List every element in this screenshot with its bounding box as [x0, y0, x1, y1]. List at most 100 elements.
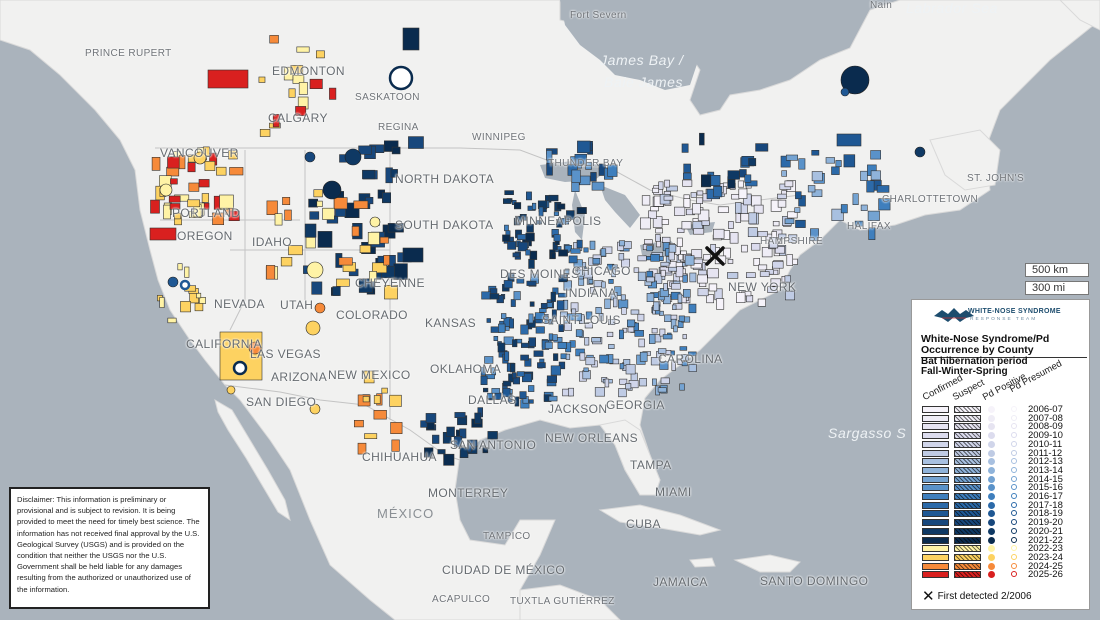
county-polygon	[591, 181, 605, 191]
county-polygon	[589, 240, 596, 250]
county-polygon	[187, 162, 196, 173]
county-polygon	[568, 387, 574, 397]
county-polygon	[696, 197, 704, 205]
county-polygon	[546, 302, 553, 308]
county-polygon	[486, 318, 491, 323]
county-polygon	[612, 297, 618, 308]
county-polygon	[265, 265, 276, 280]
county-polygon	[528, 385, 535, 392]
city-label: NEW YORK	[728, 280, 797, 294]
county-polygon	[525, 249, 531, 256]
pd-circle	[388, 65, 414, 91]
county-polygon	[690, 263, 702, 269]
legend-swatch-confirmed	[922, 432, 949, 440]
county-polygon	[556, 203, 566, 210]
county-polygon	[618, 253, 625, 261]
county-polygon	[770, 278, 781, 287]
legend-dot-pd-positive	[988, 449, 995, 457]
county-polygon	[576, 207, 587, 214]
county-polygon	[727, 258, 734, 264]
county-polygon	[727, 170, 740, 180]
county-polygon	[526, 223, 534, 233]
county-polygon	[654, 273, 663, 284]
city-label: INDIANA	[565, 286, 617, 300]
county-polygon	[212, 212, 224, 225]
county-polygon	[781, 170, 788, 177]
county-polygon	[163, 204, 171, 220]
legend-swatch-confirmed	[922, 458, 949, 466]
county-polygon	[507, 241, 517, 250]
city-label: SAN ANTONIO	[450, 438, 537, 452]
county-polygon	[353, 419, 364, 428]
county-polygon	[402, 247, 424, 263]
county-polygon	[391, 146, 401, 155]
county-polygon	[840, 204, 848, 214]
county-polygon	[228, 210, 240, 221]
legend-dot-pd-positive	[988, 440, 995, 448]
county-polygon	[843, 154, 856, 168]
legend-swatch-suspect	[954, 536, 981, 544]
county-polygon	[199, 296, 206, 304]
county-polygon	[358, 278, 374, 293]
county-polygon	[557, 341, 567, 349]
county-polygon	[539, 308, 547, 313]
legend-ring-pd-presumed	[1011, 414, 1017, 421]
county-polygon	[381, 192, 391, 204]
county-polygon	[453, 435, 463, 448]
county-polygon	[504, 351, 510, 361]
county-polygon	[362, 396, 370, 403]
logo-text: WHITE-NOSE SYNDROME	[968, 308, 1061, 315]
county-polygon	[751, 195, 762, 207]
legend-dot-pd-positive	[988, 458, 995, 466]
county-polygon	[604, 298, 611, 309]
city-label: Nain	[870, 0, 893, 11]
legend-dot-pd-positive	[988, 545, 995, 553]
city-label: JAMAICA	[653, 575, 708, 589]
county-polygon	[544, 313, 549, 324]
legend-dot-pd-positive	[988, 414, 995, 422]
legend-period-label: 2017-18	[1028, 499, 1063, 511]
county-polygon	[745, 295, 754, 303]
county-polygon	[353, 200, 369, 209]
pd-circle	[248, 341, 262, 355]
city-label: REGINA	[378, 122, 419, 133]
legend-period-label: 2018-19	[1028, 508, 1063, 520]
county-polygon	[618, 299, 629, 309]
legend-swatch-confirmed	[922, 510, 949, 518]
county-polygon	[533, 350, 544, 357]
county-polygon	[358, 145, 372, 155]
county-polygon	[662, 334, 673, 340]
county-polygon	[637, 313, 645, 322]
legend-swatch-suspect	[954, 484, 981, 492]
county-polygon	[269, 35, 279, 44]
county-polygon	[548, 194, 559, 202]
county-polygon	[747, 227, 758, 238]
county-polygon	[619, 378, 628, 385]
legend-period-label: 2021-22	[1028, 534, 1063, 546]
county-polygon	[169, 203, 181, 210]
legend-dot-pd-positive	[988, 466, 995, 474]
county-polygon	[860, 170, 868, 181]
county-polygon	[516, 278, 525, 284]
county-polygon	[553, 211, 560, 217]
city-label: UTAH	[280, 298, 314, 312]
county-polygon	[646, 245, 654, 252]
county-polygon	[544, 341, 553, 350]
legend-swatch-suspect	[954, 527, 981, 535]
county-polygon	[835, 160, 842, 167]
county-polygon	[697, 209, 710, 222]
county-polygon	[526, 280, 537, 286]
legend-panel: WHITE-NOSE SYNDROME RESPONSE TEAM White-…	[911, 299, 1090, 610]
county-polygon	[497, 342, 506, 353]
pd-circle	[193, 151, 207, 165]
county-polygon	[367, 232, 380, 245]
legend-ring-pd-presumed	[1011, 562, 1017, 569]
county-polygon	[571, 169, 581, 183]
county-polygon	[509, 318, 515, 329]
county-polygon	[363, 370, 375, 384]
legend-dot-pd-positive	[988, 484, 995, 492]
county-polygon	[584, 336, 590, 346]
county-polygon	[570, 248, 581, 254]
county-polygon	[708, 283, 718, 292]
county-polygon	[362, 169, 376, 180]
